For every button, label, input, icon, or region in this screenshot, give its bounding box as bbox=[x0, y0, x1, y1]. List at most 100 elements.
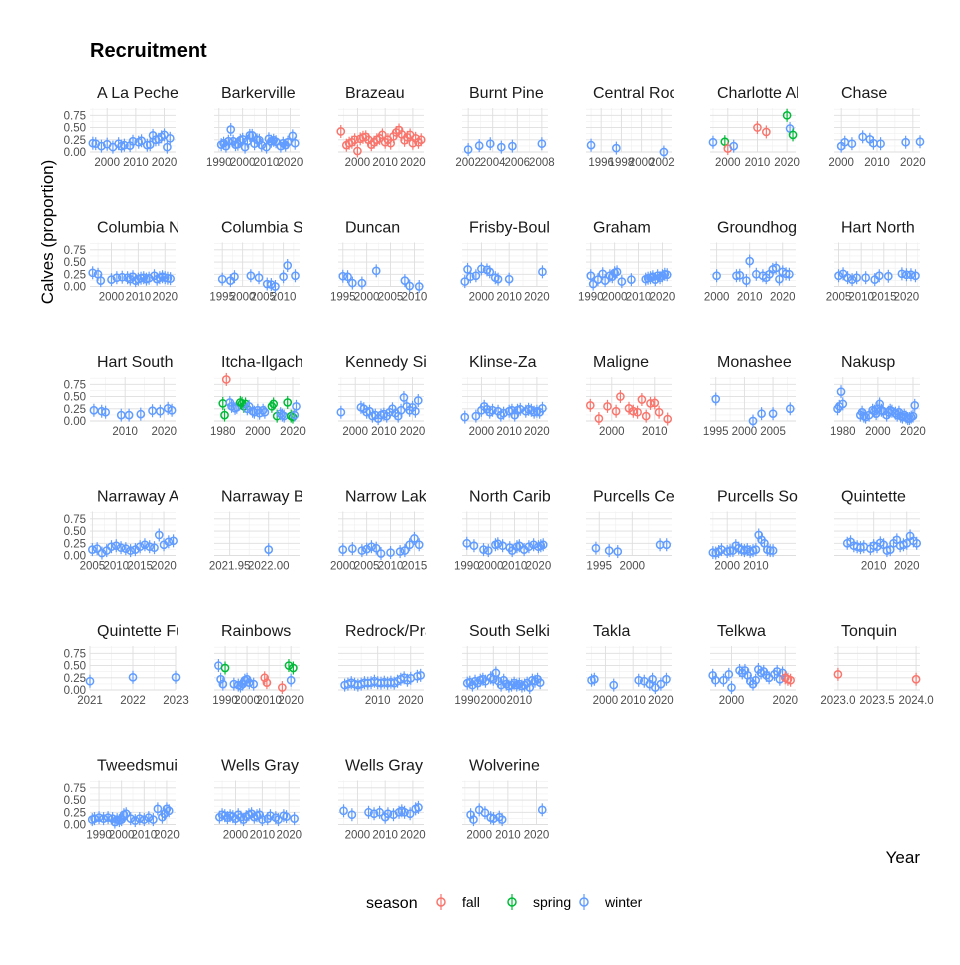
facet-tweedsmuir: Tweedsmuir 0.000.250.500.75 19902000201020… bbox=[64, 758, 180, 842]
data-point-spring bbox=[289, 663, 298, 673]
x-tick-label: 2010 bbox=[378, 561, 404, 573]
data-point-winter bbox=[101, 407, 110, 417]
data-point-winter bbox=[230, 272, 239, 282]
data-point-winter bbox=[413, 396, 423, 405]
data-point-winter bbox=[768, 409, 778, 419]
data-point-winter bbox=[167, 405, 177, 415]
x-tick-label: 2000 bbox=[234, 695, 260, 707]
facet-wells-gray-north: Wells Gray North 2000 2010 2020 bbox=[214, 758, 302, 842]
data-point-spring bbox=[220, 410, 229, 420]
data-point-winter bbox=[164, 806, 174, 816]
data-point-winter bbox=[416, 670, 426, 680]
facet-title-a-la-peche: A La Peche bbox=[97, 85, 179, 102]
data-point-winter bbox=[88, 268, 98, 278]
data-point-winter bbox=[537, 139, 547, 149]
data-point-winter bbox=[238, 134, 248, 144]
data-point-winter bbox=[135, 542, 145, 552]
data-point-winter bbox=[902, 270, 911, 280]
data-point-winter bbox=[97, 141, 106, 151]
facet-title-chase: Chase bbox=[841, 85, 887, 102]
data-point-winter bbox=[414, 803, 423, 812]
data-point-winter bbox=[99, 814, 108, 823]
data-point-winter bbox=[339, 806, 348, 816]
data-point-winter bbox=[411, 406, 420, 416]
x-tick-label: 2010 bbox=[626, 292, 652, 304]
data-point-winter bbox=[264, 545, 274, 554]
x-tick-label: 2000 bbox=[230, 157, 256, 169]
facet-title-quintette: Quintette bbox=[841, 489, 906, 506]
data-point-winter bbox=[463, 265, 472, 274]
facet-title-wolverine: Wolverine bbox=[469, 758, 540, 775]
data-point-winter bbox=[762, 670, 771, 680]
data-point-winter bbox=[126, 546, 135, 555]
facet-a-la-peche: A La Peche 0.000.250.500.75 2000 2010 2020 bbox=[64, 85, 179, 169]
data-point-spring bbox=[220, 663, 230, 673]
x-tick-label: 2020 bbox=[524, 830, 550, 842]
data-point-winter bbox=[771, 263, 781, 273]
data-point-fall bbox=[416, 135, 426, 145]
data-point-winter bbox=[90, 814, 99, 823]
x-tick-label: 2015 bbox=[402, 561, 428, 573]
x-tick-label: 2010 bbox=[126, 292, 152, 304]
data-point-spring bbox=[288, 412, 298, 422]
data-point-winter bbox=[471, 271, 481, 281]
x-tick-label: 2000 bbox=[478, 561, 504, 573]
y-tick-label: 0.25 bbox=[64, 538, 86, 550]
x-tick-label: 1980 bbox=[210, 426, 236, 438]
x-tick-label: 2000 bbox=[354, 292, 380, 304]
x-tick-label: 2010 bbox=[132, 830, 158, 842]
data-point-winter bbox=[145, 542, 155, 552]
x-tick-label: 2008 bbox=[529, 157, 555, 169]
data-point-winter bbox=[97, 548, 107, 558]
x-tick-label: 2023.0 bbox=[820, 695, 855, 707]
facet-brazeau: Brazeau 2000 2010 2020 bbox=[336, 85, 426, 169]
facet-columbia-north: Columbia North 0.000.250.500.75 2000 2010 20… bbox=[64, 220, 178, 304]
facet-title-telkwa: Telkwa bbox=[717, 623, 766, 640]
x-tick-label: 2020 bbox=[152, 157, 178, 169]
data-point-winter bbox=[260, 407, 270, 417]
data-point-winter bbox=[538, 267, 547, 277]
x-tick-label: 2005 bbox=[354, 561, 380, 573]
data-point-winter bbox=[400, 276, 410, 285]
x-tick-label: 2000 bbox=[469, 426, 495, 438]
facet-title-charlotte-alplands: Charlotte Alplands bbox=[717, 85, 847, 102]
facet-title-tonquin: Tonquin bbox=[841, 623, 897, 640]
data-point-winter bbox=[735, 666, 744, 675]
x-tick-label: 2000 bbox=[602, 292, 628, 304]
facet-title-columbia-south: Columbia South bbox=[221, 220, 335, 237]
x-tick-label: 2010 bbox=[864, 157, 890, 169]
data-point-fall bbox=[911, 674, 921, 684]
data-point-winter bbox=[283, 261, 293, 270]
data-point-winter bbox=[357, 546, 367, 555]
x-tick-label: 2000 bbox=[345, 157, 371, 169]
data-point-winter bbox=[288, 131, 298, 141]
data-point-winter bbox=[128, 136, 138, 146]
data-point-winter bbox=[489, 814, 498, 823]
data-point-winter bbox=[103, 813, 113, 823]
x-tick-label: 2021 bbox=[77, 695, 103, 707]
x-tick-label: 2020 bbox=[894, 561, 920, 573]
x-tick-label: 2020 bbox=[278, 695, 304, 707]
data-point-winter bbox=[357, 278, 367, 288]
data-point-winter bbox=[745, 256, 755, 266]
data-point-fall bbox=[611, 406, 621, 416]
x-tick-label: 1990 bbox=[206, 157, 232, 169]
legend-label-spring: spring bbox=[533, 894, 571, 910]
data-point-winter bbox=[708, 137, 718, 147]
data-point-winter bbox=[656, 679, 666, 689]
x-tick-label: 2000 bbox=[704, 292, 730, 304]
x-tick-label: 2023.5 bbox=[859, 695, 894, 707]
data-point-winter bbox=[908, 411, 918, 421]
facet-purcells-south: Purcells South 2000 2010 bbox=[708, 489, 798, 573]
data-point-winter bbox=[282, 812, 291, 822]
data-point-winter bbox=[757, 409, 766, 419]
data-point-fall bbox=[761, 127, 771, 137]
data-point-winter bbox=[216, 674, 225, 684]
data-point-winter bbox=[463, 145, 473, 154]
facet-title-central-rockies: Central Rockies bbox=[593, 85, 706, 102]
data-point-winter bbox=[271, 282, 280, 291]
data-point-winter bbox=[499, 408, 508, 418]
facet-title-rainbows: Rainbows bbox=[221, 623, 291, 640]
x-tick-label: 2000 bbox=[109, 830, 135, 842]
